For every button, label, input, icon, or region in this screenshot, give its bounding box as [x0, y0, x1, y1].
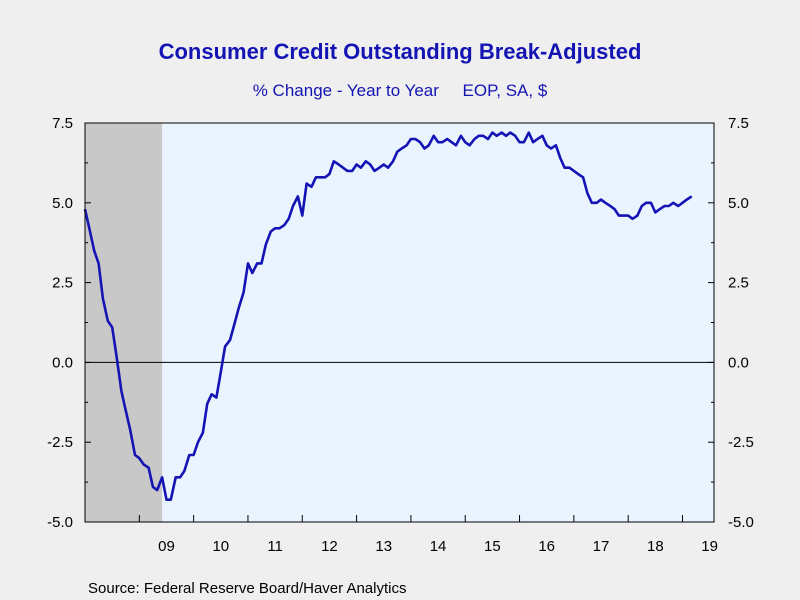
x-tick-label: 09 — [158, 538, 175, 555]
recession-band — [85, 123, 163, 522]
y-tick-label-left: 2.5 — [52, 275, 73, 292]
chart-subtitle: % Change - Year to Year EOP, SA, $ — [253, 81, 548, 100]
y-tick-label-right: 7.5 — [728, 115, 749, 132]
y-tick-label-left: -5.0 — [47, 514, 73, 531]
plot-frame — [84, 122, 715, 523]
x-tick-label: 12 — [321, 538, 338, 555]
x-tick-label: 11 — [267, 538, 283, 555]
x-tick-label: 13 — [375, 538, 392, 555]
x-tick-label: 16 — [538, 538, 555, 555]
y-tick-label-right: -5.0 — [728, 514, 754, 531]
y-tick-label-right: 0.0 — [728, 354, 749, 371]
series-line — [83, 131, 693, 501]
chart-title: Consumer Credit Outstanding Break-Adjust… — [159, 39, 642, 64]
x-tick-label: 14 — [430, 538, 447, 555]
x-tick-label: 18 — [647, 538, 664, 555]
x-tick-label: 17 — [593, 538, 610, 555]
x-tick-label: 19 — [701, 538, 718, 555]
y-tick-label-right: -2.5 — [728, 434, 754, 451]
plot-area — [85, 123, 714, 522]
y-tick-label-left: 0.0 — [52, 354, 73, 371]
x-tick-label: 15 — [484, 538, 501, 555]
source-note: Source: Federal Reserve Board/Haver Anal… — [88, 580, 406, 597]
y-tick-label-right: 5.0 — [728, 195, 749, 212]
y-tick-label-left: 7.5 — [52, 115, 73, 132]
y-tick-label-left: 5.0 — [52, 195, 73, 212]
y-tick-label-right: 2.5 — [728, 275, 749, 292]
y-tick-label-left: -2.5 — [47, 434, 73, 451]
x-tick-label: 10 — [212, 538, 229, 555]
